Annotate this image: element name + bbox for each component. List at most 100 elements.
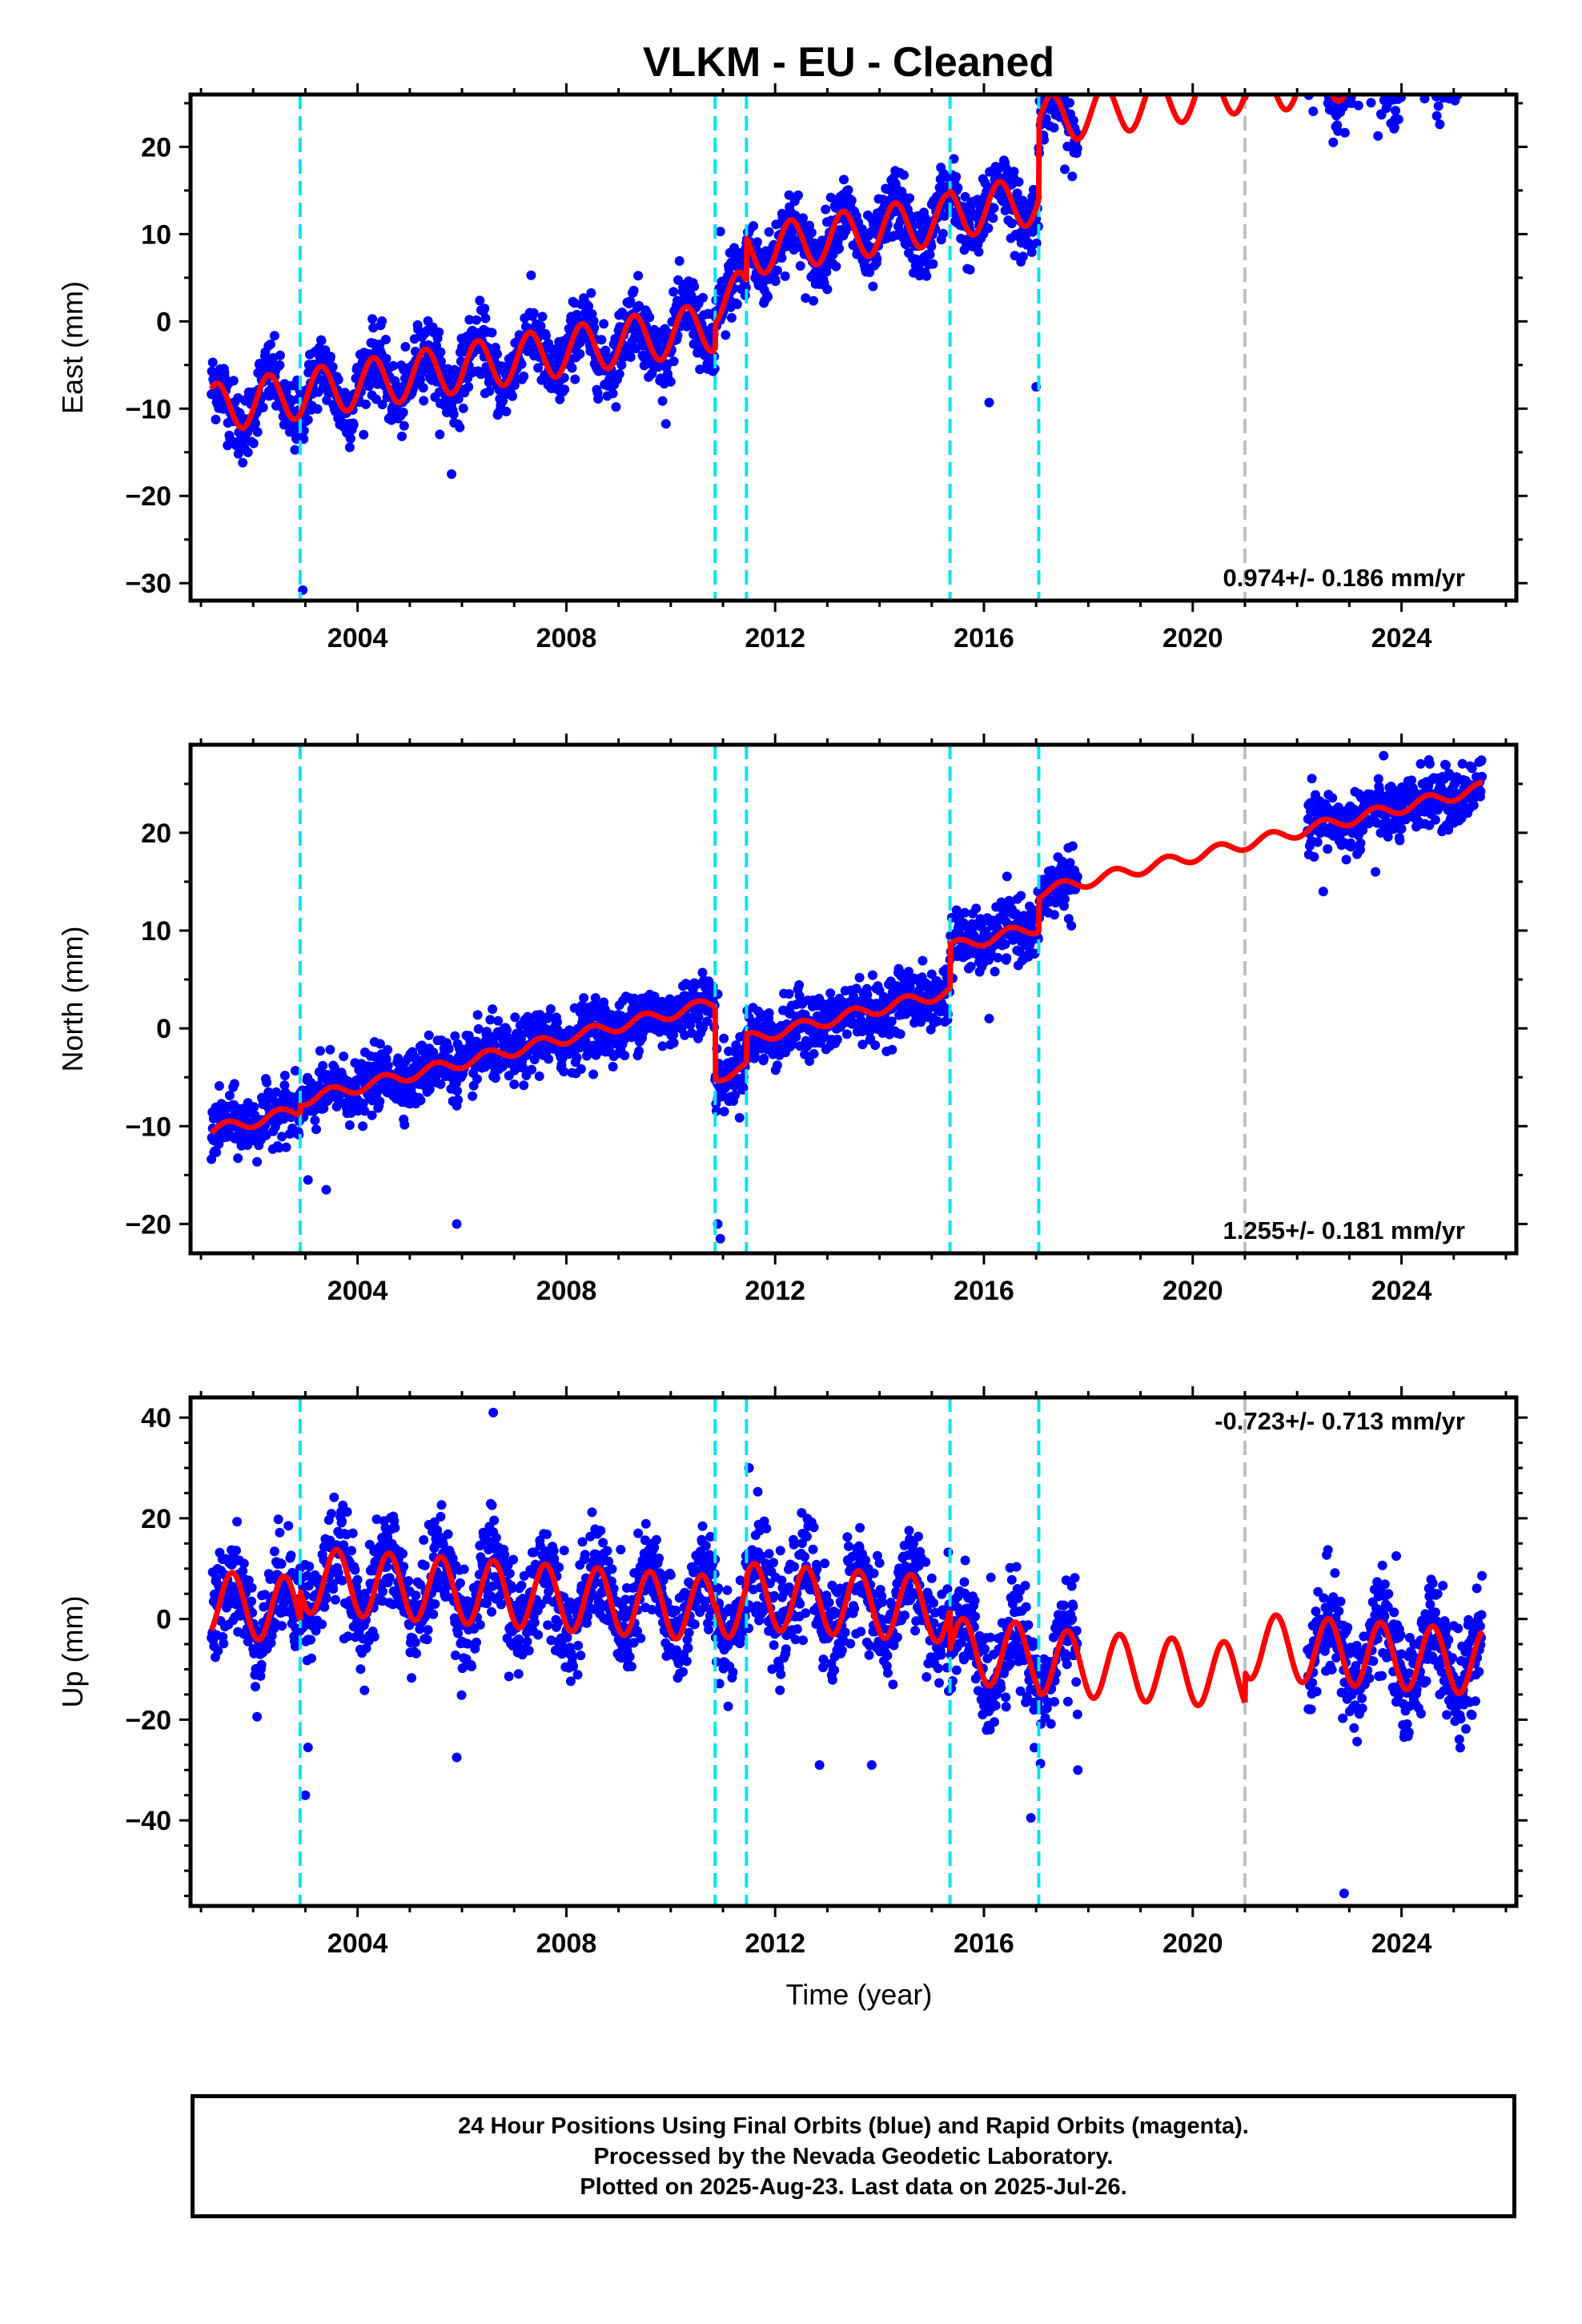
- east-panel: 2004 2008 2012 2016 2020 2024−30−20−1001020Ea…: [56, 0, 1528, 653]
- east-data-point: [1447, 75, 1456, 85]
- east-data-point: [698, 292, 708, 303]
- east-data-point: [1462, 46, 1472, 56]
- east-data-point: [1449, 51, 1459, 61]
- north-data-point: [279, 1071, 290, 1080]
- north-data-point: [926, 969, 937, 979]
- east-data-point: [1347, 69, 1357, 78]
- east-data-point: [1319, 83, 1329, 93]
- east-data-point: [1385, 66, 1395, 75]
- east-data-point: [1457, 18, 1467, 27]
- north-y-ticks: [179, 782, 1528, 1225]
- east-data-point: [1435, 82, 1445, 92]
- east-data-point: [611, 402, 621, 412]
- north-plot-area: [207, 745, 1488, 1253]
- north-x-tick-label: 2004: [327, 1276, 388, 1306]
- east-data-point: [1012, 188, 1022, 199]
- east-data-point: [1358, 21, 1367, 30]
- east-data-point: [325, 352, 335, 362]
- east-y-tick-label: 10: [141, 219, 171, 250]
- east-data-point: [1310, 82, 1319, 91]
- east-data-point: [1426, 59, 1435, 69]
- east-data-point: [1359, 67, 1369, 77]
- east-data-point: [1432, 72, 1442, 82]
- east-data-point: [1356, 56, 1366, 66]
- east-data-point: [1477, 42, 1487, 52]
- east-x-ticks: [199, 83, 1508, 612]
- north-x-tick-label: 2016: [954, 1276, 1014, 1306]
- east-data-point: [269, 331, 279, 341]
- north-data-point: [702, 1016, 713, 1027]
- east-data-point: [1467, 48, 1476, 58]
- north-data-point: [224, 1090, 235, 1100]
- east-model-line: [1035, 94, 1248, 200]
- east-data-point: [1363, 61, 1372, 70]
- east-data-point: [1351, 68, 1360, 78]
- east-data-point: [1323, 80, 1332, 90]
- east-y-tick-label: −30: [125, 569, 171, 599]
- east-data-point: [1337, 68, 1347, 78]
- east-data-point: [1381, 38, 1391, 48]
- east-data-point: [458, 403, 468, 413]
- east-data-point: [1463, 31, 1472, 41]
- north-data-point: [493, 1015, 504, 1026]
- north-data-point: [214, 1139, 224, 1149]
- east-model-line: [743, 191, 953, 281]
- east-data-point: [839, 175, 849, 185]
- east-data-point: [1463, 45, 1472, 54]
- north-data-point: [544, 1054, 554, 1064]
- east-data-point: [1403, 22, 1413, 32]
- east-data-point: [528, 308, 539, 318]
- east-data-point: [1415, 64, 1424, 74]
- east-rate-label: 0.974+/- 0.186 mm/yr: [1223, 564, 1465, 592]
- east-data-point: [1312, 22, 1322, 32]
- north-data-point: [527, 1064, 536, 1075]
- east-data-point: [1418, 38, 1427, 47]
- east-data-point: [1359, 7, 1369, 17]
- east-data-point: [1370, 74, 1379, 84]
- north-data-point: [1002, 953, 1012, 963]
- east-data-point: [992, 165, 1002, 175]
- east-data-point: [1351, 51, 1361, 61]
- east-data-point: [1458, 38, 1468, 47]
- north-data-point: [281, 1142, 291, 1152]
- north-model-line: [1035, 841, 1247, 933]
- east-data-point: [1372, 32, 1382, 42]
- north-data-point: [453, 1095, 464, 1105]
- east-data-point: [258, 402, 268, 412]
- east-data-point: [726, 312, 737, 323]
- north-data-point: [416, 1096, 426, 1105]
- east-data-point: [1362, 67, 1371, 77]
- east-data-point: [1465, 0, 1475, 1]
- east-data-point: [1319, 71, 1328, 81]
- east-data-point: [233, 448, 243, 459]
- east-data-point: [1352, 56, 1362, 66]
- north-data-point: [791, 1031, 801, 1042]
- east-data-point: [928, 259, 938, 269]
- east-data-point: [1327, 59, 1336, 69]
- figure-title: VLKM - EU - Cleaned: [643, 39, 1054, 86]
- east-data-point: [275, 350, 285, 360]
- north-data-point: [572, 1052, 582, 1063]
- east-data-point: [1395, 67, 1404, 77]
- east-data-point: [868, 281, 878, 292]
- north-data-point: [905, 981, 915, 991]
- east-data-point: [793, 190, 803, 200]
- east-data-point: [1314, 51, 1323, 61]
- east-data-point: [1452, 39, 1461, 49]
- east-model-line: [947, 179, 1042, 238]
- east-data-point: [586, 287, 596, 298]
- east-data-point: [312, 404, 323, 414]
- east-data-point: [1336, 75, 1346, 85]
- north-data-point: [759, 1053, 769, 1063]
- north-outlier-point: [303, 1175, 313, 1185]
- east-data-point: [1308, 60, 1318, 70]
- east-data-point: [1457, 11, 1467, 21]
- north-data-point: [358, 1121, 368, 1132]
- east-data-point: [1416, 67, 1426, 77]
- east-data-point: [1375, 43, 1384, 53]
- east-data-point: [596, 335, 607, 345]
- north-data-point: [794, 991, 805, 1001]
- east-data-point: [575, 349, 585, 359]
- east-data-point: [1475, 30, 1484, 39]
- north-data-point: [1441, 760, 1451, 770]
